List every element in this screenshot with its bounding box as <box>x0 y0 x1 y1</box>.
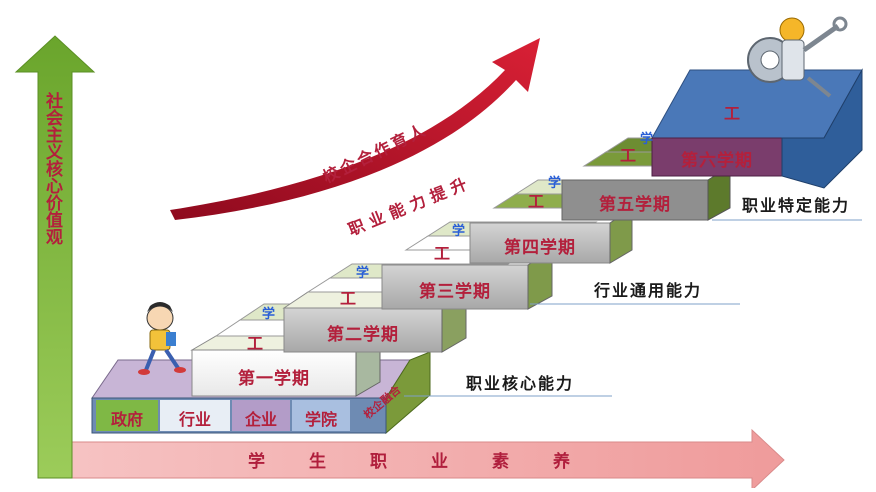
semester-6-label: 第六学期 <box>681 151 753 171</box>
work-label-5: 工 <box>620 146 637 165</box>
ability-general: 行业通用能力 <box>594 281 703 300</box>
work-label-4: 工 <box>528 192 545 211</box>
study-label-2: 学 <box>356 266 370 281</box>
work-label-3: 工 <box>434 244 451 263</box>
horizontal-axis-label: 学生职业素养 <box>248 452 614 472</box>
study-label-3: 学 <box>452 224 466 239</box>
student-literacy-arrow <box>59 428 785 492</box>
base-item-industry: 行业 <box>178 410 211 429</box>
semester-2-label: 第二学期 <box>327 325 399 345</box>
work-label-6: 工 <box>724 104 741 123</box>
work-label-1: 工 <box>247 334 264 353</box>
semester-1-label: 第一学期 <box>238 369 310 389</box>
base-item-college: 学院 <box>304 410 337 429</box>
study-label-5: 学 <box>640 132 654 147</box>
base-item-government: 政府 <box>110 410 143 429</box>
semester-3-label: 第三学期 <box>419 282 491 302</box>
step-3 <box>381 249 553 310</box>
ability-specific: 职业特定能力 <box>742 196 851 215</box>
vertical-axis-label: 社会主义核心价值观 <box>42 92 62 245</box>
semester-5-label: 第五学期 <box>599 195 671 215</box>
ability-core: 职业核心能力 <box>466 374 575 393</box>
study-label-1: 学 <box>262 307 276 322</box>
robot-gear-icon <box>747 16 848 98</box>
base-item-enterprise: 企业 <box>244 410 277 429</box>
step-6 <box>651 68 863 189</box>
student-figure <box>138 302 186 375</box>
semester-4-label: 第四学期 <box>504 238 576 258</box>
growth-arrow <box>170 38 540 220</box>
study-label-4: 学 <box>548 176 562 191</box>
step-4 <box>469 207 633 264</box>
core-values-arrow <box>14 35 96 479</box>
work-label-2: 工 <box>340 289 357 308</box>
step-5 <box>561 165 731 221</box>
